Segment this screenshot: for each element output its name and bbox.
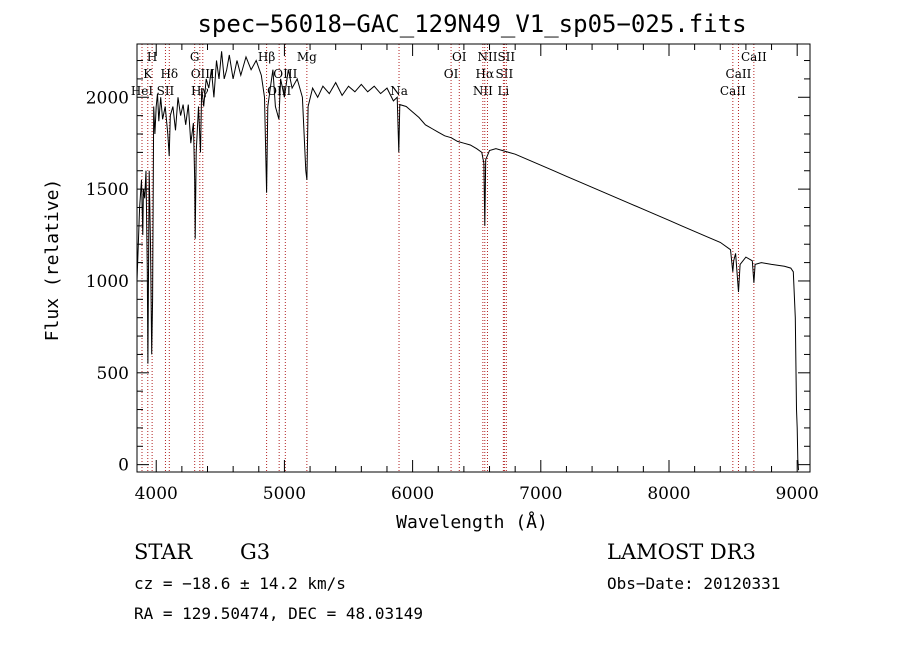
spectral-line-label: OI — [444, 67, 459, 81]
spectral-line-label: Na — [390, 84, 408, 98]
spectral-line-label: K — [143, 67, 153, 81]
spectral-line-label: OI — [452, 50, 467, 64]
spectral-line-label: Hδ — [160, 67, 178, 81]
x-axis-label: Wavelength (Å) — [396, 511, 548, 533]
spectral-line-label: H — [147, 50, 157, 64]
spectral-line-label: SII — [157, 84, 175, 98]
object-subclass: G3 — [240, 540, 270, 564]
spectral-line-label: NII — [473, 84, 493, 98]
spectral-line-label: OIII — [191, 67, 215, 81]
spectral-line-label: SII — [497, 50, 515, 64]
redshift-readout: cz = −18.6 ± 14.2 km/s — [134, 574, 346, 593]
observation-date: Obs−Date: 20120331 — [607, 574, 780, 593]
spectral-line-label: Hγ — [191, 84, 209, 98]
y-tick-label: 500 — [97, 364, 129, 384]
y-tick-label: 2000 — [86, 88, 129, 108]
flux-series-line — [136, 51, 799, 471]
spectral-line-label: Hβ — [258, 50, 275, 64]
x-tick-label: 8000 — [647, 484, 690, 504]
plot-frame — [136, 43, 811, 473]
spectral-line-label: Mg — [297, 50, 317, 64]
survey-name: LAMOST DR3 — [607, 540, 756, 564]
spectral-line-label: NII — [477, 50, 497, 64]
spectral-line-label: CaII — [726, 67, 752, 81]
x-tick-label: 5000 — [263, 484, 306, 504]
x-tick-label: 7000 — [519, 484, 562, 504]
y-tick-label: 1500 — [86, 180, 129, 200]
spectral-line-label: OIII — [273, 67, 297, 81]
object-class: STAR — [134, 540, 193, 564]
x-tick-label: 9000 — [776, 484, 819, 504]
spectral-line-label: G — [190, 50, 200, 64]
spectral-line-label: Hα — [475, 67, 494, 81]
chart-title: spec−56018−GAC_129N49_V1_sp05−025.fits — [197, 10, 746, 38]
spectral-line-label: Li — [497, 84, 509, 98]
y-tick-label: 0 — [118, 456, 129, 476]
spectral-line-label: SII — [496, 67, 514, 81]
y-tick-label: 1000 — [86, 272, 129, 292]
coordinates-readout: RA = 129.50474, DEC = 48.03149 — [134, 604, 423, 623]
spectral-line-label: HeI — [131, 84, 154, 98]
x-tick-label: 4000 — [135, 484, 178, 504]
spectral-line-label: CaII — [720, 84, 746, 98]
y-axis-label: Flux (relative) — [42, 179, 63, 342]
spectral-line-label: CaII — [741, 50, 767, 64]
x-tick-label: 6000 — [391, 484, 434, 504]
